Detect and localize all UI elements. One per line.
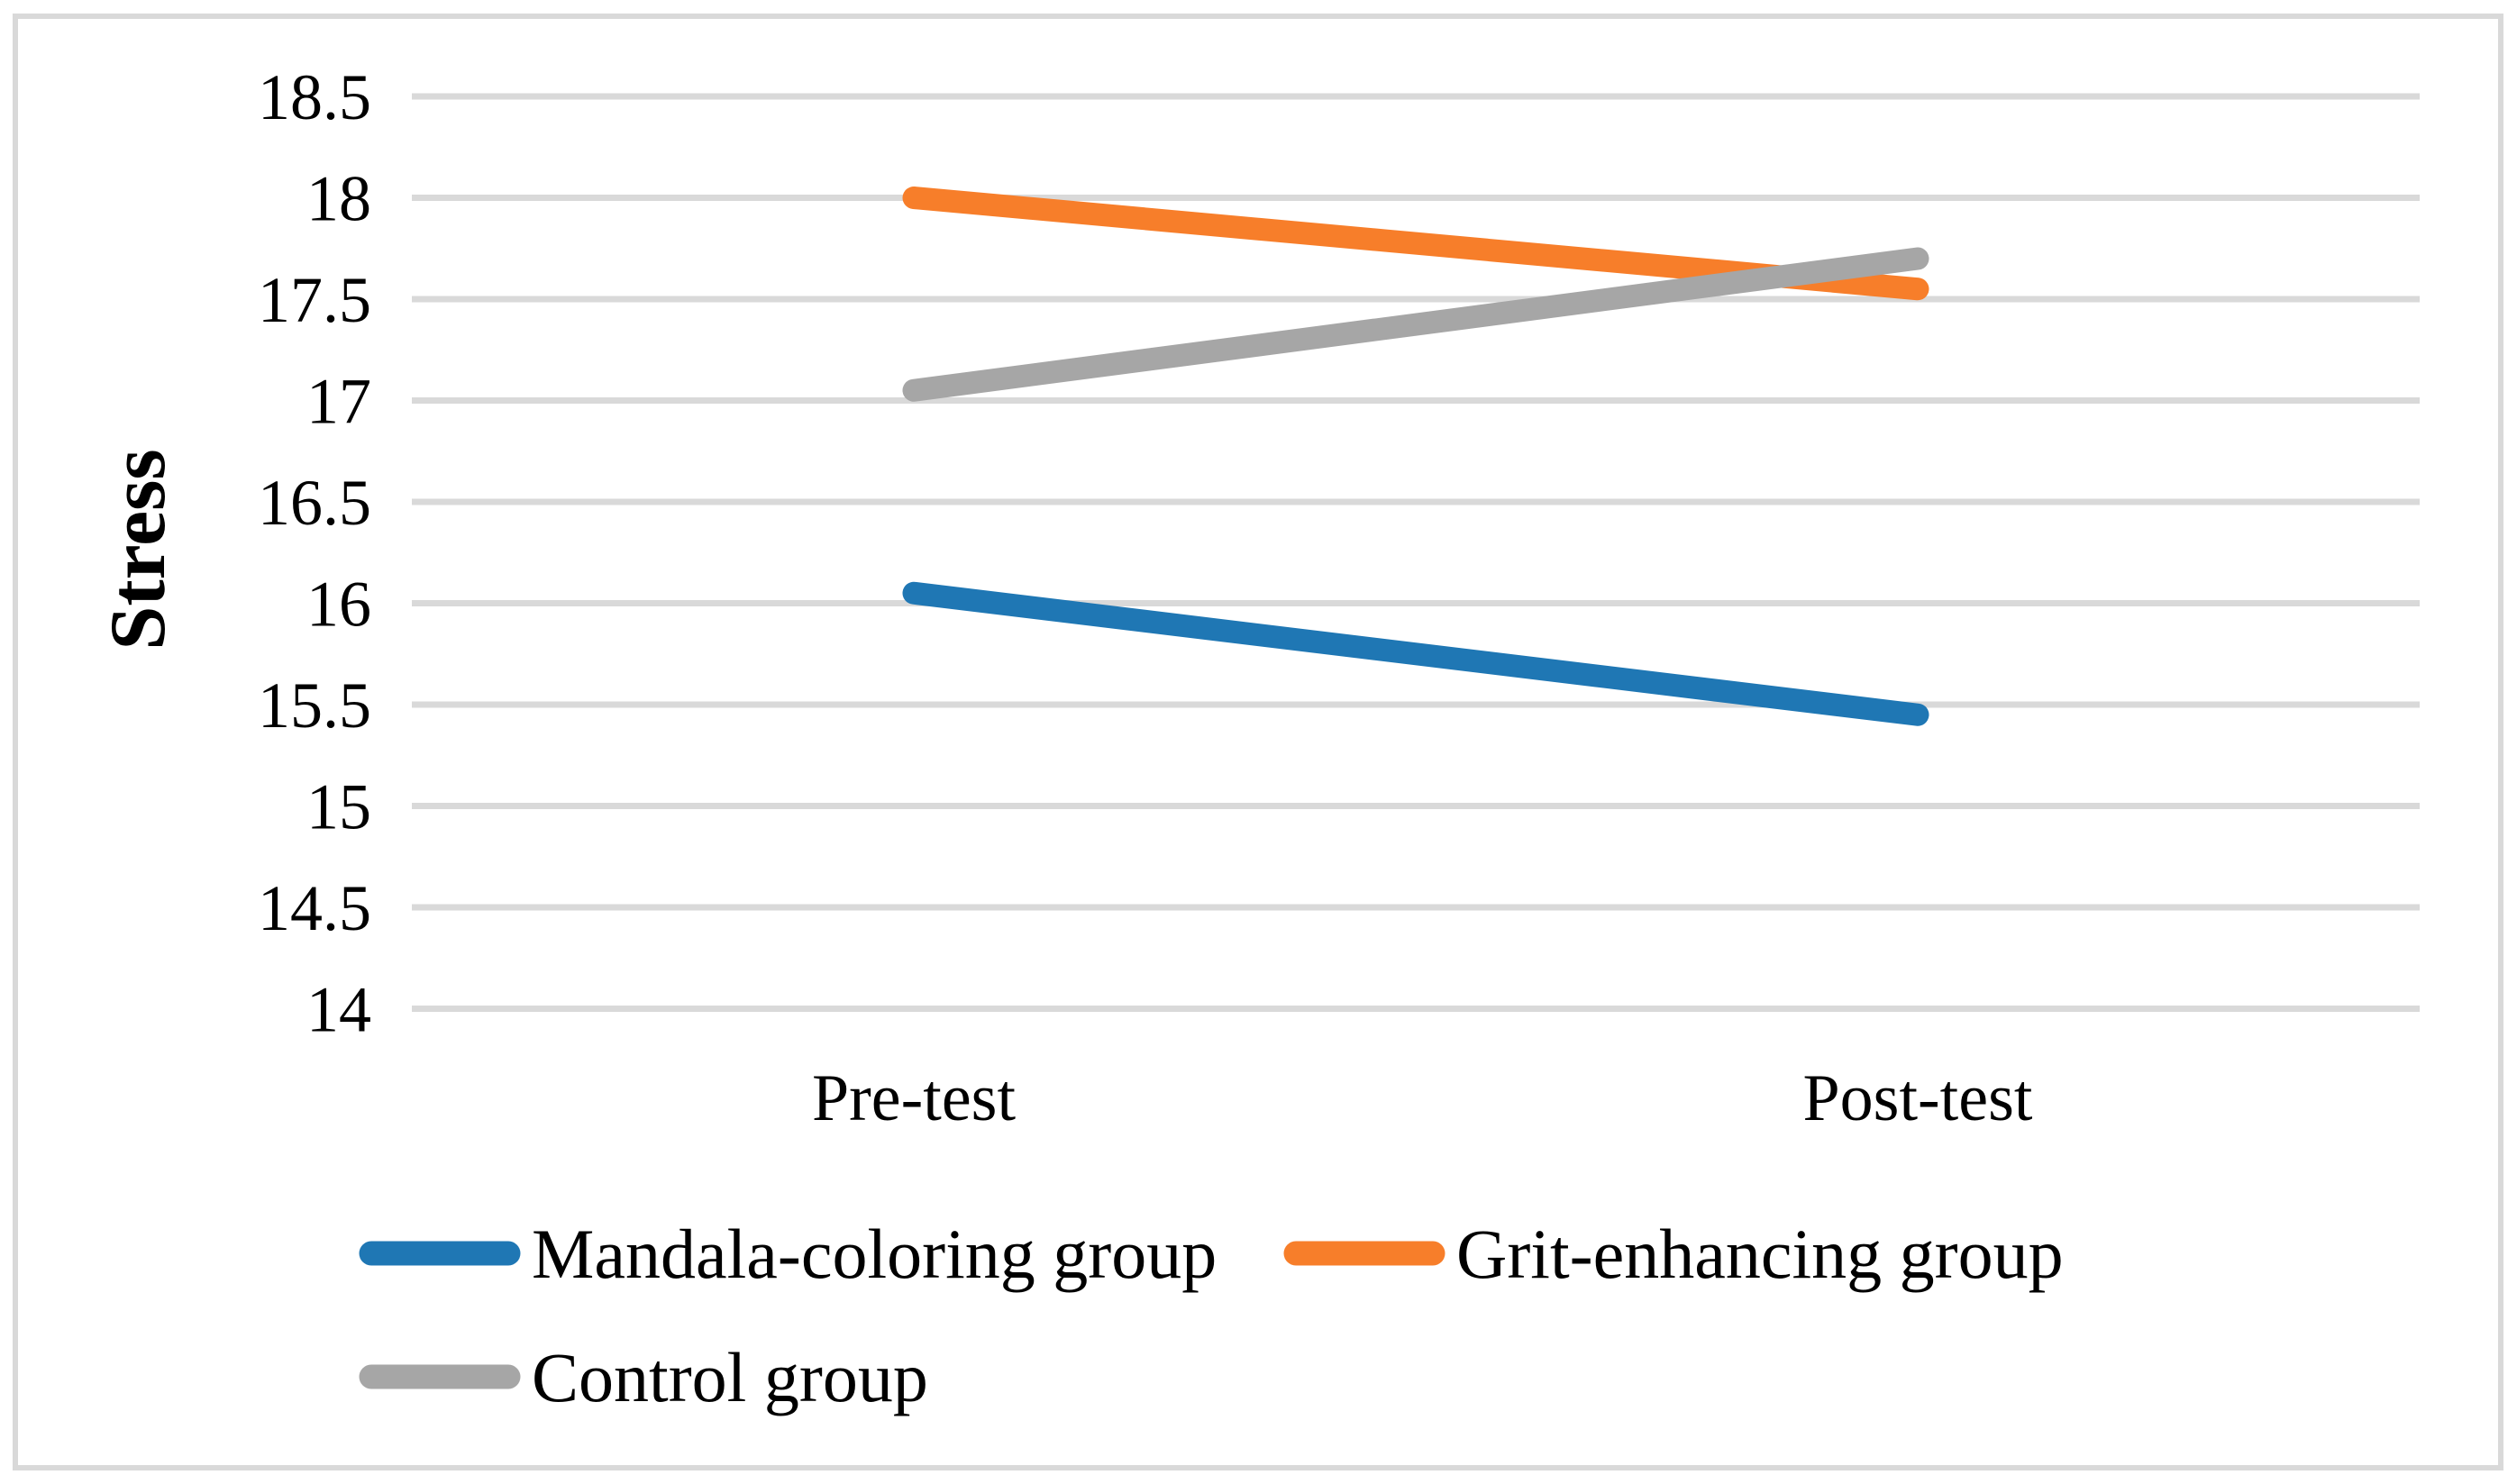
y-tick-label: 18.5: [258, 61, 371, 133]
series-line-control-group: [902, 247, 1929, 402]
legend-label-mandala-coloring-group: Mandala-coloring group: [532, 1215, 1217, 1293]
series-line-mandala-coloring-group: [902, 581, 1929, 726]
y-tick-label: 16: [306, 569, 371, 641]
y-tick-label: 14.5: [258, 872, 371, 944]
legend-label-control-group: Control group: [532, 1338, 928, 1416]
y-tick-label: 17.5: [258, 264, 371, 336]
x-category-label: Pre-test: [812, 1061, 1016, 1135]
x-category-label: Post-test: [1803, 1061, 2033, 1135]
y-tick-label: 15.5: [258, 669, 371, 742]
y-tick-label: 16.5: [258, 467, 371, 539]
y-axis-title: Stress: [95, 449, 182, 650]
y-tick-label: 18: [306, 163, 371, 235]
chart-frame: [13, 14, 2503, 1470]
y-tick-label: 14: [306, 974, 371, 1046]
y-tick-label: 15: [306, 771, 371, 843]
y-tick-label: 17: [306, 366, 371, 438]
legend-label-grit-enhancing-group: Grit-enhancing group: [1456, 1215, 2064, 1293]
